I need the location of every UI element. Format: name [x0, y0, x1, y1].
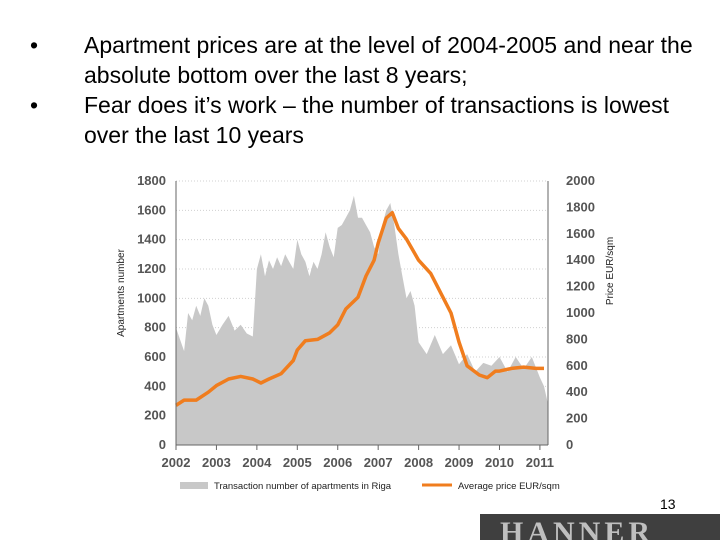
transactions-price-chart: 0 200 400 600 800 1000 1200 1400 1600 1800 0 200 400…: [116, 173, 616, 492]
right-tick-label: 600: [566, 358, 588, 373]
transactions-area: [176, 195, 548, 445]
x-tick-label: 2008: [404, 455, 433, 470]
hanner-logo: HANNER: [480, 514, 720, 540]
right-tick-label: 200: [566, 411, 588, 426]
left-tick-label: 1400: [137, 232, 166, 247]
right-tick-label: 1800: [566, 199, 595, 214]
left-tick-label: 200: [144, 408, 166, 423]
x-tick-label: 2009: [445, 455, 474, 470]
right-tick-label: 1200: [566, 279, 595, 294]
left-axis-title: Apartments number: [116, 248, 127, 336]
right-tick-label: 0: [566, 437, 573, 452]
bullet-text: Fear does it’s work – the number of tran…: [84, 92, 670, 148]
bullet-text: Apartment prices are at the level of 200…: [84, 32, 693, 88]
price-line: [175, 210, 544, 407]
x-tick-label: 2005: [283, 455, 312, 470]
bullet-item: • Fear does it’s work – the number of tr…: [30, 90, 710, 150]
left-tick-label: 800: [144, 320, 166, 335]
x-tick-label: 2004: [242, 455, 272, 470]
right-tick-label: 1000: [566, 305, 595, 320]
x-tick-label: 2007: [364, 455, 393, 470]
x-tick-label: 2011: [526, 455, 554, 470]
x-tick-label: 2006: [323, 455, 352, 470]
bullet-marker: •: [30, 92, 39, 118]
right-axis-title: Price EUR/sqm: [605, 237, 616, 305]
x-tick-label: 2003: [202, 455, 231, 470]
left-tick-label: 1800: [137, 173, 166, 188]
legend-swatch-transactions: [180, 482, 208, 489]
x-tick-label: 2010: [485, 455, 514, 470]
legend-label-price: Average price EUR/sqm: [458, 481, 560, 492]
right-tick-label: 400: [566, 384, 588, 399]
right-tick-label: 800: [566, 331, 588, 346]
left-tick-label: 600: [144, 349, 166, 364]
right-tick-label: 1400: [566, 252, 595, 267]
bullet-item: • Apartment prices are at the level of 2…: [30, 30, 710, 90]
bullet-marker: •: [30, 32, 39, 58]
left-tick-label: 400: [144, 378, 166, 393]
x-tick-label: 2002: [162, 455, 191, 470]
left-tick-label: 1000: [137, 290, 166, 305]
left-tick-label: 1600: [137, 202, 166, 217]
logo-text: HANNER: [500, 516, 655, 540]
left-tick-label: 0: [159, 437, 166, 452]
right-tick-label: 2000: [566, 173, 595, 188]
left-tick-label: 1200: [137, 261, 166, 276]
legend-label-transactions: Transaction number of apartments in Riga: [214, 481, 392, 492]
right-tick-label: 1600: [566, 226, 595, 241]
page-number: 13: [660, 496, 676, 512]
bullet-list: • Apartment prices are at the level of 2…: [30, 30, 710, 150]
